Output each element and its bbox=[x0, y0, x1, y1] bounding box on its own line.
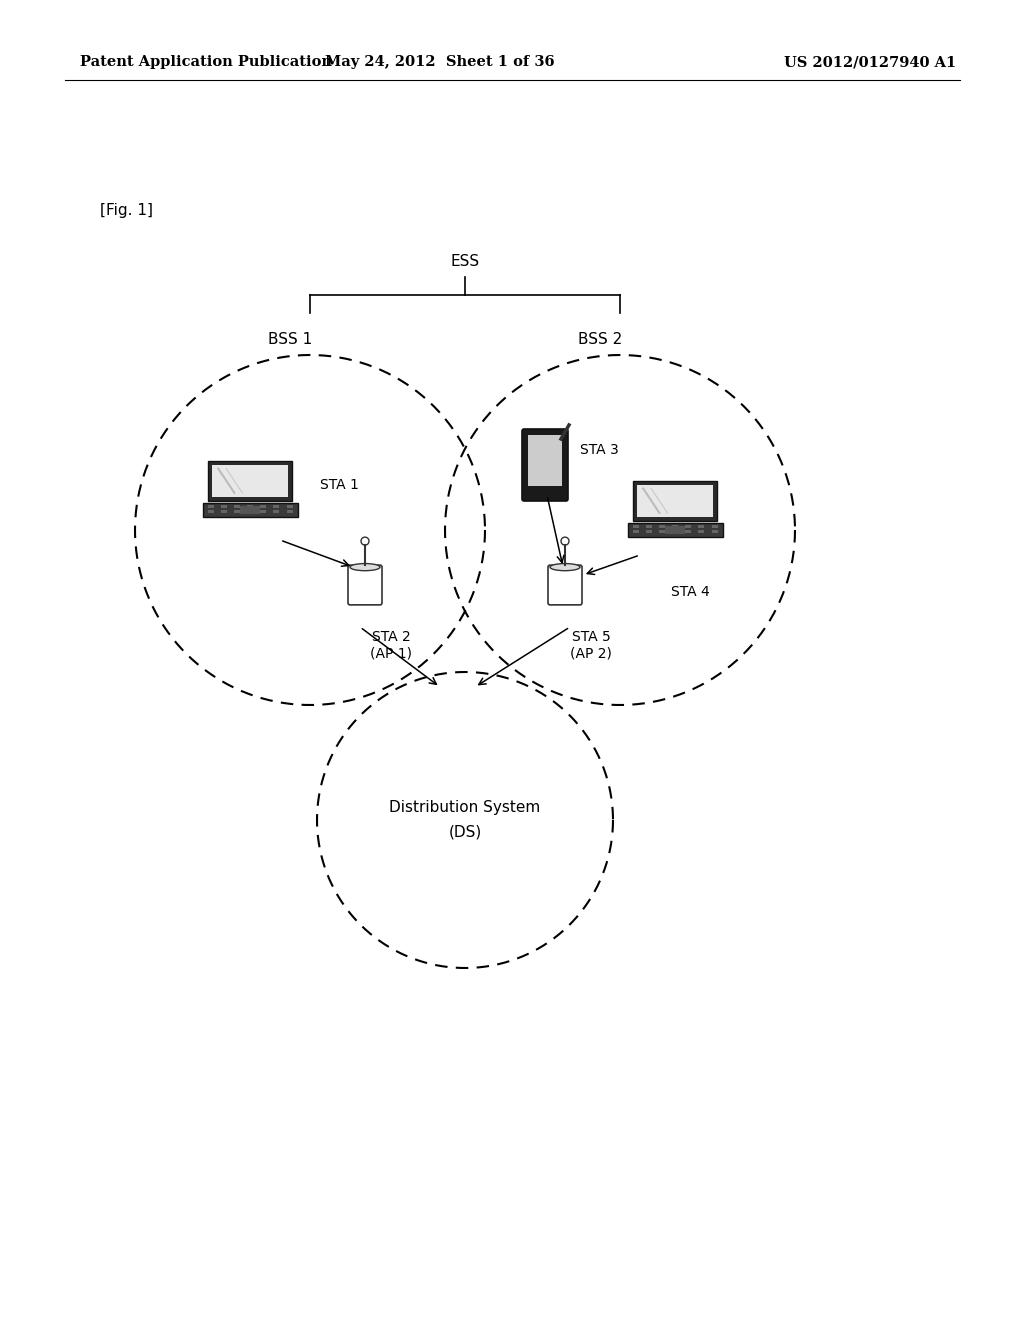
FancyBboxPatch shape bbox=[628, 523, 723, 537]
FancyBboxPatch shape bbox=[233, 506, 240, 508]
FancyBboxPatch shape bbox=[208, 506, 213, 508]
FancyBboxPatch shape bbox=[712, 529, 718, 532]
FancyBboxPatch shape bbox=[260, 506, 266, 508]
Text: STA 4: STA 4 bbox=[671, 585, 710, 599]
Text: US 2012/0127940 A1: US 2012/0127940 A1 bbox=[784, 55, 956, 69]
FancyBboxPatch shape bbox=[233, 510, 240, 512]
FancyBboxPatch shape bbox=[548, 565, 582, 605]
FancyBboxPatch shape bbox=[247, 506, 253, 508]
FancyBboxPatch shape bbox=[672, 529, 678, 532]
Circle shape bbox=[561, 537, 569, 545]
FancyBboxPatch shape bbox=[698, 529, 705, 532]
FancyBboxPatch shape bbox=[698, 525, 705, 528]
FancyBboxPatch shape bbox=[208, 510, 213, 512]
FancyBboxPatch shape bbox=[522, 429, 568, 502]
FancyBboxPatch shape bbox=[220, 510, 226, 512]
FancyBboxPatch shape bbox=[658, 525, 665, 528]
Text: STA 2
(AP 1): STA 2 (AP 1) bbox=[370, 630, 412, 660]
FancyBboxPatch shape bbox=[287, 510, 293, 512]
FancyBboxPatch shape bbox=[220, 506, 226, 508]
FancyBboxPatch shape bbox=[273, 510, 280, 512]
Text: Distribution System
(DS): Distribution System (DS) bbox=[389, 800, 541, 840]
FancyBboxPatch shape bbox=[287, 506, 293, 508]
Text: BSS 2: BSS 2 bbox=[578, 333, 623, 347]
FancyBboxPatch shape bbox=[203, 503, 298, 517]
Ellipse shape bbox=[350, 564, 380, 570]
FancyBboxPatch shape bbox=[528, 436, 562, 486]
Text: Patent Application Publication: Patent Application Publication bbox=[80, 55, 332, 69]
Text: ESS: ESS bbox=[451, 253, 479, 269]
FancyBboxPatch shape bbox=[646, 525, 651, 528]
FancyBboxPatch shape bbox=[685, 529, 691, 532]
Text: STA 3: STA 3 bbox=[580, 444, 618, 457]
FancyBboxPatch shape bbox=[633, 529, 639, 532]
FancyBboxPatch shape bbox=[637, 484, 713, 517]
Circle shape bbox=[361, 537, 369, 545]
Text: STA 5
(AP 2): STA 5 (AP 2) bbox=[570, 630, 612, 660]
FancyBboxPatch shape bbox=[240, 506, 260, 515]
FancyBboxPatch shape bbox=[633, 480, 717, 521]
Text: STA 1: STA 1 bbox=[319, 478, 358, 492]
FancyBboxPatch shape bbox=[247, 510, 253, 512]
FancyBboxPatch shape bbox=[260, 510, 266, 512]
Text: BSS 1: BSS 1 bbox=[268, 333, 312, 347]
FancyBboxPatch shape bbox=[212, 465, 288, 496]
FancyBboxPatch shape bbox=[712, 525, 718, 528]
Ellipse shape bbox=[550, 564, 580, 570]
Text: May 24, 2012  Sheet 1 of 36: May 24, 2012 Sheet 1 of 36 bbox=[326, 55, 555, 69]
FancyBboxPatch shape bbox=[646, 529, 651, 532]
FancyBboxPatch shape bbox=[633, 525, 639, 528]
FancyBboxPatch shape bbox=[665, 525, 685, 535]
FancyBboxPatch shape bbox=[658, 529, 665, 532]
Text: [Fig. 1]: [Fig. 1] bbox=[100, 202, 153, 218]
FancyBboxPatch shape bbox=[685, 525, 691, 528]
FancyBboxPatch shape bbox=[208, 461, 292, 500]
FancyBboxPatch shape bbox=[348, 565, 382, 605]
FancyBboxPatch shape bbox=[273, 506, 280, 508]
FancyBboxPatch shape bbox=[672, 525, 678, 528]
